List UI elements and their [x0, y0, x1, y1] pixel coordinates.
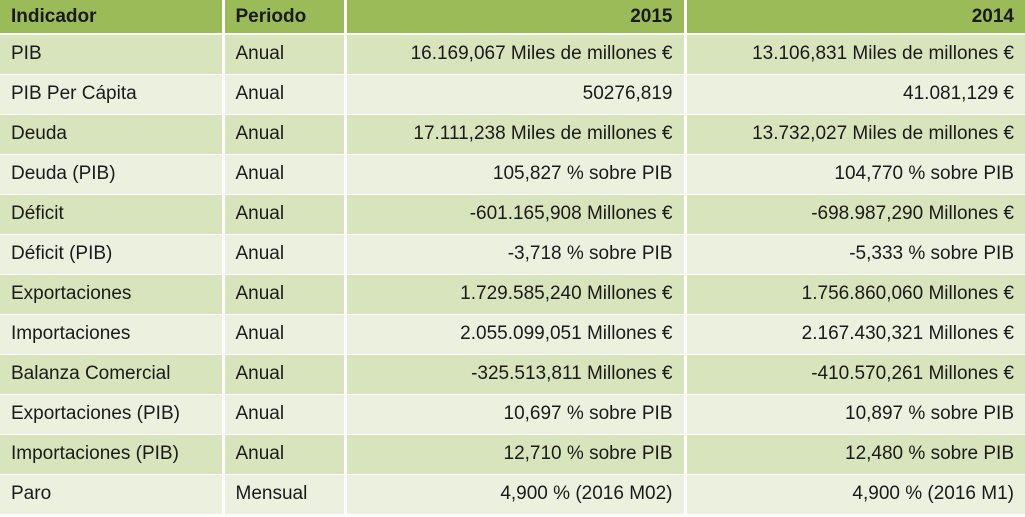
- cell-indicador: Importaciones (PIB): [0, 434, 225, 475]
- table-row: Balanza Comercial Anual -325.513,811 Millo…: [0, 354, 1025, 395]
- cell-value-2014: 41.081,129 €: [685, 74, 1025, 115]
- cell-value-2015: 4,900 % (2016 M02): [345, 474, 687, 515]
- cell-periodo: Anual: [223, 314, 347, 355]
- table-row: Importaciones (PIB) Anual 12,710 % sobre P…: [0, 434, 1025, 475]
- table-row: PIB Per Cápita Anual 50276,819 41.081,129 €: [0, 74, 1025, 115]
- header-indicador: Indicador: [0, 0, 225, 35]
- table-row: Deuda Anual 17.111,238 Miles de millones €…: [0, 114, 1025, 155]
- header-row: Indicador Periodo 2015 2014: [0, 0, 1025, 35]
- cell-value-2014: -5,333 % sobre PIB: [685, 234, 1025, 275]
- cell-value-2015: 1.729.585,240 Millones €: [345, 274, 687, 315]
- cell-periodo: Anual: [223, 34, 347, 75]
- header-year-2015: 2015: [345, 0, 687, 35]
- table-row: Déficit Anual -601.165,908 Millones € -698.…: [0, 194, 1025, 235]
- cell-periodo: Anual: [223, 354, 347, 395]
- cell-indicador: Exportaciones (PIB): [0, 394, 225, 435]
- header-periodo: Periodo: [223, 0, 347, 35]
- cell-indicador: Exportaciones: [0, 274, 225, 315]
- table-body: PIB Anual 16.169,067 Miles de millones €13…: [0, 34, 1025, 515]
- table-row: Déficit (PIB) Anual -3,718 % sobre PIB -5,3…: [0, 234, 1025, 275]
- cell-indicador: PIB: [0, 34, 225, 75]
- cell-value-2014: 1.756.860,060 Millones €: [685, 274, 1025, 315]
- cell-periodo: Anual: [223, 234, 347, 275]
- table-row: Deuda (PIB) Anual 105,827 % sobre PIB 104,7…: [0, 154, 1025, 195]
- cell-value-2014: 13.732,027 Miles de millones €: [685, 114, 1025, 155]
- cell-periodo: Anual: [223, 154, 347, 195]
- cell-value-2015: -601.165,908 Millones €: [345, 194, 687, 235]
- cell-value-2015: -325.513,811 Millones €: [345, 354, 687, 395]
- cell-indicador: Deuda: [0, 114, 225, 155]
- cell-value-2014: 12,480 % sobre PIB: [685, 434, 1025, 475]
- cell-value-2015: 12,710 % sobre PIB: [345, 434, 687, 475]
- cell-value-2015: 50276,819: [345, 74, 687, 115]
- cell-indicador: Paro: [0, 474, 225, 515]
- cell-periodo: Anual: [223, 274, 347, 315]
- table-row: Paro Mensual 4,900 % (2016 M02) 4,900 % (20…: [0, 474, 1025, 515]
- cell-periodo: Anual: [223, 394, 347, 435]
- cell-value-2015: 16.169,067 Miles de millones €: [345, 34, 687, 75]
- cell-periodo: Mensual: [223, 474, 347, 515]
- table-row: Importaciones Anual 2.055.099,051 Millones…: [0, 314, 1025, 355]
- cell-value-2014: 104,770 % sobre PIB: [685, 154, 1025, 195]
- cell-indicador: Déficit: [0, 194, 225, 235]
- cell-periodo: Anual: [223, 114, 347, 155]
- cell-indicador: Déficit (PIB): [0, 234, 225, 275]
- cell-periodo: Anual: [223, 194, 347, 235]
- table-header: Indicador Periodo 2015 2014: [0, 0, 1025, 35]
- cell-value-2014: 13.106,831 Miles de millones €: [685, 34, 1025, 75]
- cell-value-2015: 105,827 % sobre PIB: [345, 154, 687, 195]
- cell-periodo: Anual: [223, 74, 347, 115]
- cell-value-2014: 2.167.430,321 Millones €: [685, 314, 1025, 355]
- cell-value-2015: 2.055.099,051 Millones €: [345, 314, 687, 355]
- table-row: Exportaciones Anual 1.729.585,240 Millones…: [0, 274, 1025, 315]
- cell-value-2014: -698.987,290 Millones €: [685, 194, 1025, 235]
- cell-value-2015: 10,697 % sobre PIB: [345, 394, 687, 435]
- cell-value-2014: 4,900 % (2016 M1): [685, 474, 1025, 515]
- cell-value-2014: 10,897 % sobre PIB: [685, 394, 1025, 435]
- table-row: Exportaciones (PIB) Anual 10,697 % sobre P…: [0, 394, 1025, 435]
- cell-indicador: Balanza Comercial: [0, 354, 225, 395]
- table-row: PIB Anual 16.169,067 Miles de millones €13…: [0, 34, 1025, 75]
- cell-value-2015: 17.111,238 Miles de millones €: [345, 114, 687, 155]
- cell-indicador: Importaciones: [0, 314, 225, 355]
- cell-value-2014: -410.570,261 Millones €: [685, 354, 1025, 395]
- header-year-2014: 2014: [685, 0, 1025, 35]
- cell-indicador: Deuda (PIB): [0, 154, 225, 195]
- cell-periodo: Anual: [223, 434, 347, 475]
- cell-value-2015: -3,718 % sobre PIB: [345, 234, 687, 275]
- cell-indicador: PIB Per Cápita: [0, 74, 225, 115]
